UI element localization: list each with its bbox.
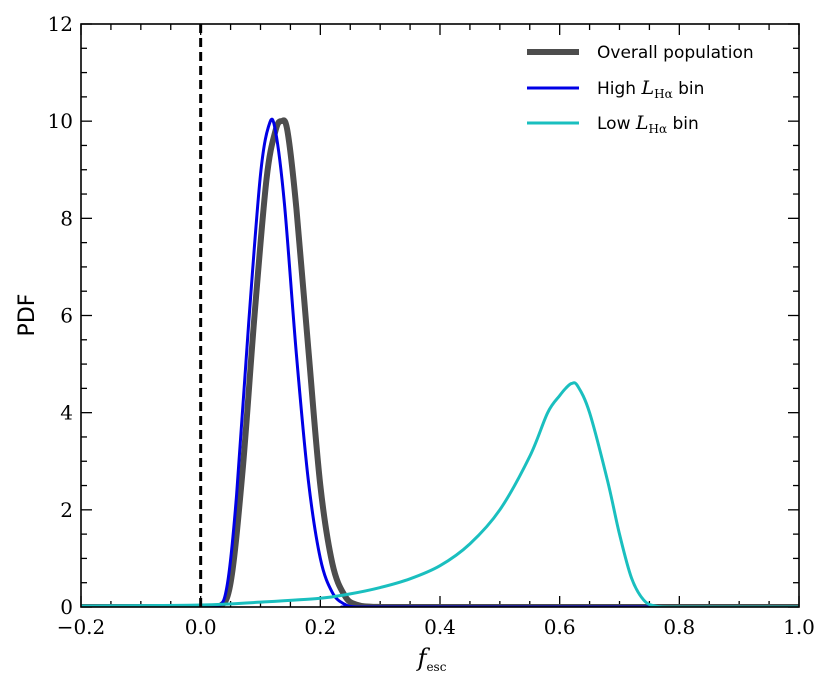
series-layer	[81, 24, 799, 607]
x-tick-label: 0.6	[544, 615, 576, 639]
plot-frame	[80, 23, 800, 608]
legend: Overall population High LHα bin Low LHα bi…	[527, 43, 754, 136]
series-line-1	[81, 117, 799, 607]
x-tick-label: 1.0	[783, 615, 815, 639]
y-tick-label: 4	[60, 401, 73, 425]
series-line-2	[81, 381, 799, 607]
y-tick-label: 8	[60, 206, 73, 230]
x-tick-label: 0.4	[424, 615, 456, 639]
y-tick-label: 0	[60, 595, 73, 619]
series-line-0	[81, 117, 799, 607]
y-tick-label: 12	[48, 12, 73, 36]
legend-label-0: Overall population	[597, 43, 754, 63]
x-tick-label: 0.8	[663, 615, 695, 639]
legend-label-1: High LHα bin	[597, 77, 704, 101]
x-tick-label: −0.2	[57, 615, 106, 639]
tick-labels: −0.2 0.0 0.2 0.4 0.6 0.8 1.0 0 2 4 6 8 10 12	[48, 12, 815, 639]
y-tick-label: 2	[60, 498, 73, 522]
y-tick-label: 6	[60, 304, 73, 328]
axis-ticks	[80, 23, 800, 608]
y-tick-label: 10	[48, 109, 73, 133]
x-tick-label: 0.2	[304, 615, 336, 639]
y-axis-label: PDF	[15, 294, 40, 337]
x-axis-label: fesc	[416, 644, 447, 674]
legend-label-2: Low LHα bin	[597, 112, 699, 136]
x-axis-label-sub: esc	[426, 660, 446, 674]
x-tick-label: 0.0	[185, 615, 217, 639]
